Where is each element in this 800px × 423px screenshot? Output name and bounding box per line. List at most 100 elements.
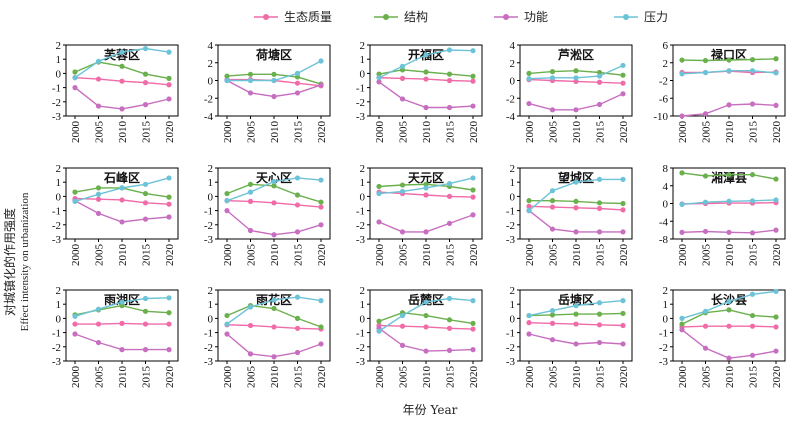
- data-point: [549, 75, 556, 81]
- y-tick-label: -1: [356, 83, 365, 95]
- data-point: [702, 69, 709, 76]
- y-tick-label: -1: [659, 328, 668, 340]
- y-tick-label: -2: [52, 342, 61, 354]
- data-point: [773, 176, 779, 182]
- data-point: [526, 70, 532, 76]
- data-point: [620, 176, 626, 182]
- y-tick-label: 0: [510, 191, 516, 203]
- data-point: [470, 320, 476, 326]
- x-tick-label: 2015: [141, 244, 153, 267]
- data-point: [72, 321, 78, 327]
- data-point: [399, 229, 406, 235]
- x-tick-label: 2020: [164, 366, 176, 389]
- y-tick-label: 2: [510, 163, 516, 175]
- data-point: [726, 298, 732, 304]
- data-point: [702, 228, 709, 235]
- data-point: [573, 179, 579, 185]
- y-tick-label: 2: [56, 40, 62, 52]
- y-tick-label: -2: [659, 342, 668, 354]
- x-tick-label: 2010: [269, 366, 281, 389]
- x-tick-label: 2005: [94, 366, 106, 389]
- data-point: [166, 347, 172, 353]
- legend-item: 功能: [494, 10, 548, 24]
- data-point: [470, 78, 476, 84]
- data-point: [749, 291, 756, 297]
- data-point: [446, 317, 453, 323]
- data-point: [119, 197, 125, 203]
- y-tick-label: -4: [204, 111, 214, 123]
- y-tick-label: 2: [510, 58, 516, 70]
- data-point: [446, 193, 453, 199]
- data-point: [294, 70, 301, 76]
- y-tick-label: 2: [208, 285, 214, 297]
- data-point: [72, 189, 78, 195]
- data-point: [142, 102, 149, 108]
- data-point: [573, 107, 579, 113]
- data-point: [119, 185, 125, 191]
- subplot: 芦淞区 4 2 0 -2 -4 2000 2005 2010 2015 2020: [506, 40, 633, 143]
- x-tick-label: 2015: [445, 244, 457, 267]
- y-tick-label: 2: [208, 163, 214, 175]
- data-point: [702, 57, 709, 64]
- data-point: [749, 352, 756, 358]
- x-tick-label: 2015: [293, 244, 305, 267]
- y-tick-label: -1: [52, 206, 61, 218]
- data-point: [318, 58, 324, 64]
- x-tick-label: 2000: [70, 366, 82, 389]
- y-tick-label: -6: [659, 93, 669, 105]
- y-tick-label: -2: [356, 342, 365, 354]
- data-point: [573, 198, 579, 204]
- data-point: [726, 68, 732, 74]
- x-tick-label: 2005: [398, 244, 410, 267]
- data-point: [166, 295, 172, 301]
- data-point: [549, 320, 556, 326]
- x-tick-label: 2005: [701, 121, 713, 144]
- data-point: [166, 49, 172, 55]
- data-point: [95, 103, 102, 109]
- data-point: [573, 229, 579, 235]
- data-point: [72, 75, 78, 81]
- x-tick-label: 2000: [677, 366, 689, 389]
- y-tick-label: -1: [506, 328, 515, 340]
- data-point: [620, 72, 626, 78]
- x-tick-label: 2010: [117, 244, 129, 267]
- data-point: [318, 324, 324, 330]
- data-point: [726, 307, 732, 313]
- y-tick-label: -2: [506, 342, 515, 354]
- data-point: [773, 70, 779, 76]
- y-tick-label: -3: [506, 234, 516, 246]
- x-tick-label: 2000: [70, 121, 82, 144]
- x-tick-label: 2010: [269, 121, 281, 144]
- y-tick-label: -2: [52, 97, 61, 109]
- data-point: [119, 49, 125, 55]
- data-point: [119, 219, 125, 225]
- data-point: [573, 341, 579, 347]
- data-point: [224, 77, 230, 84]
- y-tick-label: 4: [510, 40, 516, 52]
- data-point: [773, 314, 779, 320]
- data-point: [247, 227, 254, 234]
- x-tick-label: 2010: [724, 121, 736, 144]
- subplot-title: 荷塘区: [255, 47, 292, 62]
- data-point: [423, 185, 429, 191]
- data-point: [749, 198, 756, 204]
- data-point: [446, 295, 453, 302]
- y-axis-label-cn: 对城镇化的作用强度: [2, 208, 17, 316]
- data-point: [318, 222, 324, 228]
- data-point: [142, 347, 149, 353]
- data-point: [679, 321, 685, 327]
- data-point: [95, 185, 102, 191]
- y-tick-label: 1: [56, 54, 62, 66]
- y-tick-label: 1: [663, 299, 669, 311]
- data-point: [470, 212, 476, 218]
- x-tick-label: 2020: [316, 244, 328, 267]
- y-tick-label: -1: [52, 328, 61, 340]
- x-tick-label: 2000: [374, 366, 386, 389]
- data-point: [549, 337, 556, 343]
- data-point: [679, 71, 685, 77]
- data-point: [679, 327, 685, 333]
- data-point: [399, 63, 406, 69]
- data-point: [423, 229, 429, 235]
